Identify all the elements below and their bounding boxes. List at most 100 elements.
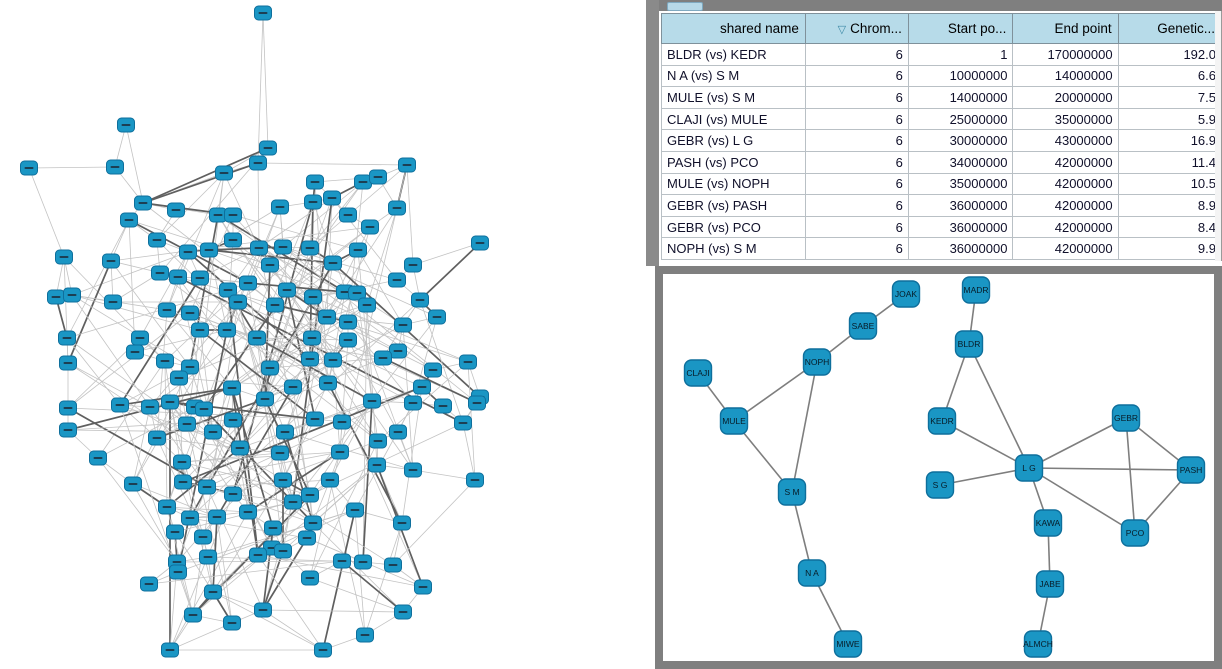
overview-node[interactable] bbox=[204, 424, 222, 440]
overview-node[interactable] bbox=[384, 557, 402, 573]
cell-value[interactable]: 192.0 bbox=[1117, 43, 1222, 66]
cell-shared-name[interactable]: GEBR (vs) PCO bbox=[661, 215, 806, 239]
overview-node[interactable] bbox=[324, 255, 342, 271]
network-node-GEBR[interactable]: GEBR bbox=[1111, 404, 1141, 432]
overview-node[interactable] bbox=[276, 424, 294, 440]
overview-node[interactable] bbox=[301, 351, 319, 367]
overview-node[interactable] bbox=[301, 487, 319, 503]
cell-value[interactable]: 5.9 bbox=[1117, 107, 1222, 131]
overview-node[interactable] bbox=[151, 265, 169, 281]
network-node-BLDR[interactable]: BLDR bbox=[954, 330, 984, 358]
network-node-PCO[interactable]: PCO bbox=[1120, 519, 1150, 547]
overview-node[interactable] bbox=[181, 359, 199, 375]
overview-node[interactable] bbox=[259, 140, 277, 156]
overview-node[interactable] bbox=[169, 564, 187, 580]
overview-node[interactable] bbox=[161, 394, 179, 410]
overview-node[interactable] bbox=[323, 190, 341, 206]
overview-node[interactable] bbox=[346, 502, 364, 518]
overview-node[interactable] bbox=[229, 294, 247, 310]
overview-node[interactable] bbox=[304, 515, 322, 531]
overview-node[interactable] bbox=[249, 155, 267, 171]
table-row[interactable]: GEBR (vs) PCO 6 36000000 42000000 8.4 bbox=[661, 215, 1222, 239]
overview-node[interactable] bbox=[106, 159, 124, 175]
overview-node[interactable] bbox=[158, 302, 176, 318]
cell-value[interactable]: 6 bbox=[804, 172, 909, 196]
overview-node[interactable] bbox=[134, 195, 152, 211]
network-node-SG[interactable]: S G bbox=[925, 471, 955, 499]
overview-node[interactable] bbox=[256, 391, 274, 407]
overview-node[interactable] bbox=[314, 642, 332, 658]
table-row[interactable]: MULE (vs) S M 6 14000000 20000000 7.5 bbox=[661, 86, 1222, 109]
overview-node[interactable] bbox=[388, 272, 406, 288]
overview-node[interactable] bbox=[47, 289, 65, 305]
overview-node[interactable] bbox=[394, 604, 412, 620]
overview-node[interactable] bbox=[304, 289, 322, 305]
overview-node[interactable] bbox=[111, 397, 129, 413]
overview-node[interactable] bbox=[181, 305, 199, 321]
cell-value[interactable]: 6 bbox=[804, 107, 909, 131]
overview-node[interactable] bbox=[169, 269, 187, 285]
overview-node[interactable] bbox=[389, 343, 407, 359]
cell-value[interactable]: 36000000 bbox=[907, 237, 1014, 260]
overview-node[interactable] bbox=[224, 486, 242, 502]
column-header-start-po---[interactable]: Start po... bbox=[907, 13, 1014, 44]
overview-node[interactable] bbox=[368, 457, 386, 473]
overview-node[interactable] bbox=[194, 529, 212, 545]
cell-shared-name[interactable]: GEBR (vs) PASH bbox=[661, 194, 806, 217]
network-node-ALMCH[interactable]: ALMCH bbox=[1023, 630, 1053, 658]
overview-node[interactable] bbox=[198, 479, 216, 495]
table-row[interactable]: GEBR (vs) L G 6 30000000 43000000 16.9 bbox=[661, 129, 1222, 152]
overview-node[interactable] bbox=[284, 379, 302, 395]
network-node-SM[interactable]: S M bbox=[777, 478, 807, 506]
network-node-LG[interactable]: L G bbox=[1014, 454, 1044, 482]
cell-value[interactable]: 170000000 bbox=[1012, 43, 1119, 66]
cell-value[interactable]: 42000000 bbox=[1012, 150, 1119, 174]
overview-node[interactable] bbox=[166, 524, 184, 540]
overview-node[interactable] bbox=[339, 314, 357, 330]
overview-node[interactable] bbox=[250, 240, 268, 256]
overview-node[interactable] bbox=[274, 543, 292, 559]
network-edge-LG-GEBR[interactable] bbox=[1028, 417, 1127, 469]
overview-node[interactable] bbox=[318, 309, 336, 325]
overview-node[interactable] bbox=[333, 414, 351, 430]
overview-node[interactable] bbox=[224, 232, 242, 248]
network-edge-LG-PASH[interactable] bbox=[1028, 467, 1192, 471]
overview-node[interactable] bbox=[224, 412, 242, 428]
network-edge-NOPH-SM[interactable] bbox=[791, 361, 818, 493]
panel-splitter[interactable] bbox=[646, 0, 659, 266]
overview-node[interactable] bbox=[471, 235, 489, 251]
overview-node[interactable] bbox=[191, 270, 209, 286]
network-node-MADR[interactable]: MADR bbox=[961, 276, 991, 304]
column-header-shared-name[interactable]: shared name bbox=[661, 13, 806, 44]
overview-node[interactable] bbox=[104, 294, 122, 310]
overview-node[interactable] bbox=[161, 642, 179, 658]
network-node-NA[interactable]: N A bbox=[797, 559, 827, 587]
cell-value[interactable]: 6 bbox=[804, 150, 909, 174]
overview-node[interactable] bbox=[361, 219, 379, 235]
cell-value[interactable]: 6 bbox=[804, 64, 909, 88]
network-edge-NOPH-MULE[interactable] bbox=[733, 361, 818, 422]
overview-node[interactable] bbox=[468, 395, 486, 411]
overview-node[interactable] bbox=[298, 530, 316, 546]
network-edge-GEBR-PCO[interactable] bbox=[1125, 417, 1136, 534]
network-edge-KEDR-LG[interactable] bbox=[941, 420, 1030, 469]
overview-node[interactable] bbox=[369, 433, 387, 449]
overview-node[interactable] bbox=[231, 440, 249, 456]
table-row[interactable]: N A (vs) S M 6 10000000 14000000 6.6 bbox=[661, 64, 1222, 88]
overview-node[interactable] bbox=[140, 576, 158, 592]
table-row[interactable]: PASH (vs) PCO 6 34000000 42000000 11.4 bbox=[661, 150, 1222, 174]
network-node-MULE[interactable]: MULE bbox=[719, 407, 749, 435]
overview-node[interactable] bbox=[208, 509, 226, 525]
cell-shared-name[interactable]: CLAJI (vs) MULE bbox=[661, 107, 806, 131]
overview-node[interactable] bbox=[356, 627, 374, 643]
overview-node[interactable] bbox=[389, 424, 407, 440]
overview-node[interactable] bbox=[248, 330, 266, 346]
network-node-KAWA[interactable]: KAWA bbox=[1033, 509, 1063, 537]
overview-node[interactable] bbox=[156, 353, 174, 369]
overview-node[interactable] bbox=[331, 444, 349, 460]
overview-node[interactable] bbox=[199, 549, 217, 565]
overview-node[interactable] bbox=[369, 169, 387, 185]
cell-value[interactable]: 6 bbox=[804, 43, 909, 66]
overview-node[interactable] bbox=[434, 398, 452, 414]
overview-node[interactable] bbox=[59, 422, 77, 438]
